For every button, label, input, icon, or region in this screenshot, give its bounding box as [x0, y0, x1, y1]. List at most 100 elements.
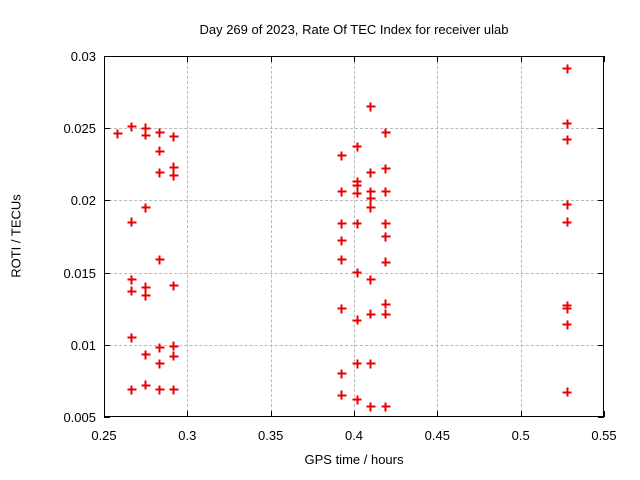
data-point-marker: [127, 275, 136, 285]
data-point-marker: [337, 255, 346, 265]
data-point-marker: [381, 299, 390, 309]
data-point-marker: [562, 217, 572, 227]
data-point-marker: [337, 151, 346, 161]
data-point-marker: [381, 309, 390, 319]
y-axis-title: ROTI / TECUs: [8, 194, 24, 278]
data-point-marker: [155, 343, 164, 353]
gridline-vertical: [187, 56, 189, 417]
data-point-marker: [113, 129, 122, 139]
tick-mark-x: [354, 411, 355, 417]
tick-mark-y-right: [598, 128, 604, 130]
data-point-marker: [141, 282, 150, 292]
data-point-marker: [127, 217, 136, 227]
data-point-marker: [141, 203, 150, 213]
data-point-marker: [352, 181, 362, 191]
data-point-marker: [366, 309, 375, 319]
data-point-marker: [169, 171, 178, 181]
data-point-marker: [155, 255, 164, 265]
data-point-marker: [337, 369, 346, 379]
data-point-marker: [127, 333, 136, 343]
data-point-marker: [366, 275, 375, 285]
data-point-marker: [337, 304, 346, 314]
gridline-horizontal: [104, 128, 604, 130]
tick-mark-y-right: [598, 56, 604, 57]
data-point-marker: [352, 142, 362, 152]
data-point-marker: [562, 64, 572, 74]
data-point-marker: [352, 395, 362, 405]
data-point-marker: [337, 187, 346, 197]
data-point-marker: [141, 130, 150, 140]
data-point-marker: [352, 359, 362, 369]
tick-mark-x: [437, 411, 439, 417]
data-point-marker: [381, 164, 390, 174]
tick-mark-x-top: [270, 56, 272, 62]
tick-mark-x: [270, 411, 272, 417]
data-point-marker: [169, 341, 178, 351]
plot-area: [104, 56, 605, 418]
data-point-marker: [381, 187, 390, 197]
tick-mark-x-top: [187, 56, 189, 62]
tick-mark-y: [104, 272, 110, 274]
tick-mark-x: [520, 411, 522, 417]
data-point-marker: [141, 380, 150, 390]
data-point-marker: [169, 132, 178, 142]
tick-mark-y: [104, 200, 110, 202]
data-point-marker: [169, 281, 178, 291]
data-point-marker: [155, 385, 164, 395]
data-point-marker: [366, 402, 375, 412]
data-point-marker: [155, 146, 164, 156]
tick-mark-x: [187, 411, 189, 417]
y-tick-label: 0.01: [70, 337, 96, 353]
tick-mark-x-top: [520, 56, 522, 62]
data-point-marker: [366, 203, 375, 213]
data-point-marker: [562, 119, 572, 129]
data-point-marker: [141, 291, 150, 301]
x-tick-label: 0.3: [178, 428, 197, 443]
tick-mark-x: [604, 411, 605, 417]
data-point-marker: [127, 122, 136, 132]
data-point-marker: [562, 304, 572, 314]
tick-mark-y-right: [598, 200, 604, 202]
data-point-marker: [127, 286, 136, 296]
x-tick-label: 0.35: [258, 428, 284, 443]
data-point-marker: [562, 320, 572, 330]
gridline-vertical: [520, 56, 522, 417]
data-point-marker: [381, 402, 390, 412]
tick-mark-x-top: [354, 56, 355, 62]
data-point-marker: [562, 200, 572, 210]
y-tick-label: 0.005: [63, 410, 96, 425]
tick-mark-y-right: [598, 417, 604, 418]
x-tick-label: 0.45: [424, 428, 450, 443]
data-point-marker: [141, 123, 150, 133]
tick-mark-x-top: [437, 56, 439, 62]
data-point-marker: [155, 128, 164, 138]
data-point-marker: [155, 168, 164, 178]
data-point-marker: [366, 194, 375, 204]
data-point-marker: [352, 219, 362, 228]
data-point-marker: [337, 219, 346, 228]
x-tick-label: 0.55: [591, 428, 617, 443]
tick-mark-y: [104, 417, 110, 418]
tick-mark-x: [104, 411, 105, 417]
data-point-marker: [366, 187, 375, 197]
x-axis-title: GPS time / hours: [304, 452, 404, 467]
data-point-marker: [381, 128, 390, 138]
tick-mark-x-top: [104, 56, 105, 62]
tick-mark-y-right: [598, 344, 604, 346]
x-tick-label: 0.25: [91, 428, 117, 443]
y-tick-label: 0.025: [63, 121, 96, 137]
data-point-marker: [366, 168, 375, 178]
data-point-marker: [169, 385, 178, 395]
y-tick-label: 0.03: [70, 49, 96, 64]
data-point-marker: [155, 359, 164, 369]
tick-mark-y: [104, 56, 110, 57]
data-point-marker: [381, 257, 390, 267]
chart-title: Day 269 of 2023, Rate Of TEC Index for r…: [199, 22, 509, 37]
x-tick-label: 0.5: [511, 428, 530, 443]
gridline-horizontal: [104, 200, 604, 202]
data-point-marker: [381, 219, 390, 228]
data-point-marker: [366, 359, 375, 369]
data-point-marker: [337, 390, 346, 400]
tick-mark-y: [104, 344, 110, 346]
